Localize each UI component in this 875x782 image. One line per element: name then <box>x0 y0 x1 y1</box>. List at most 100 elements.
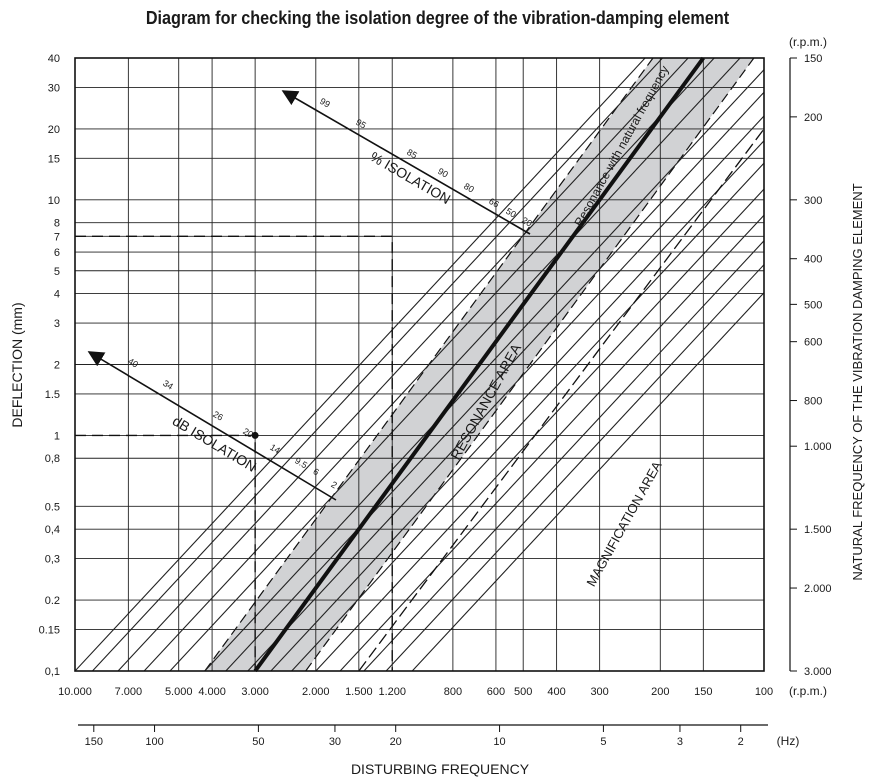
x-axis-label: DISTURBING FREQUENCY <box>351 761 530 777</box>
right-axis-label: NATURAL FREQUENCY OF THE VIBRATION DAMPI… <box>850 183 865 580</box>
isolation-line <box>270 139 764 671</box>
y-tick-label: 4 <box>54 289 60 301</box>
pct-isolation-value: 66 <box>487 196 501 210</box>
right-tick-label: 300 <box>804 195 822 207</box>
y-tick-label: 40 <box>48 53 60 65</box>
hz-tick-label: 3 <box>677 736 683 748</box>
y-tick-label: 20 <box>48 124 60 136</box>
y-tick-label: 8 <box>54 218 60 230</box>
pct-isolation-arrow <box>281 90 531 235</box>
isolation-line <box>92 58 663 671</box>
x-rpm-tick-label: 3.000 <box>241 686 269 698</box>
right-tick-label: 800 <box>804 396 822 408</box>
example-guide-2 <box>75 235 393 671</box>
y-axis-label: DEFLECTION (mm) <box>9 302 25 427</box>
isolation-line <box>75 58 646 671</box>
isolation-line <box>225 91 764 671</box>
x-rpm-tick-label: 500 <box>514 686 532 698</box>
y-tick-label: 0,3 <box>45 554 60 566</box>
x-rpm-tick-label: 10.000 <box>58 686 92 698</box>
right-tick-label: 200 <box>804 112 822 124</box>
isolation-line <box>247 115 764 671</box>
x-rpm-tick-label: 1.200 <box>378 686 406 698</box>
db-isolation-value: 26 <box>211 409 225 423</box>
x-rpm-tick-label: 2.000 <box>302 686 330 698</box>
isolation-line <box>315 188 764 671</box>
y-tick-label: 0,8 <box>45 453 60 465</box>
isolation-line <box>117 58 689 671</box>
magnification-line <box>358 128 765 672</box>
hz-unit: (Hz) <box>777 734 800 748</box>
magnification-area-label: MAGNIFICATION AREA <box>583 458 664 589</box>
y-tick-label: 1 <box>54 430 60 442</box>
x-rpm-tick-label: 5.000 <box>165 686 193 698</box>
hz-tick-label: 150 <box>85 736 103 748</box>
x-rpm-tick-label: 100 <box>755 686 773 698</box>
db-isolation-value: 20 <box>241 426 255 440</box>
hz-tick-label: 30 <box>329 736 341 748</box>
hz-tick-label: 10 <box>493 736 505 748</box>
y-tick-label: 6 <box>54 247 60 259</box>
hz-tick-label: 20 <box>390 736 402 748</box>
pct-isolation-value: 50 <box>504 206 518 220</box>
isolation-line <box>363 239 764 671</box>
isolation-line <box>143 58 715 671</box>
right-tick-label: 1.500 <box>804 524 832 536</box>
chart-title: Diagram for checking the isolation degre… <box>145 8 730 28</box>
x-rpm-tick-label: 1.500 <box>345 686 373 698</box>
y-tick-label: 2 <box>54 360 60 372</box>
plot-frame <box>74 57 765 672</box>
x-rpm-tick-label: 4.000 <box>198 686 226 698</box>
right-tick-label: 400 <box>804 254 822 266</box>
pct-isolation-value: 80 <box>462 181 476 195</box>
isolation-line <box>291 162 764 671</box>
example-point <box>251 431 259 439</box>
y-tick-label: 0.5 <box>45 501 60 513</box>
hz-tick-label: 2 <box>738 736 744 748</box>
pct-isolation-value: 90 <box>436 166 450 180</box>
y-tick-label: 7 <box>54 231 60 243</box>
y-tick-label: 3 <box>54 318 60 330</box>
y-tick-label: 1.5 <box>45 389 60 401</box>
y-tick-label: 30 <box>48 82 60 94</box>
x-rpm-tick-label: 200 <box>651 686 669 698</box>
y-tick-label: 5 <box>54 266 60 278</box>
pct-isolation-value: 85 <box>405 147 419 161</box>
hz-tick-label: 100 <box>145 736 163 748</box>
hz-tick-label: 50 <box>252 736 264 748</box>
x-rpm-tick-label: 7.000 <box>115 686 143 698</box>
isolation-line <box>169 58 741 671</box>
right-tick-label: 2.000 <box>804 583 832 595</box>
pct-isolation-value: 99 <box>318 96 332 110</box>
right-tick-label: 1.000 <box>804 441 832 453</box>
y-tick-label: 0,4 <box>45 524 60 536</box>
db-isolation-value: 34 <box>161 378 175 392</box>
y-tick-label: 10 <box>48 195 60 207</box>
y-tick-label: 0,1 <box>45 666 60 678</box>
x-rpm-tick-label: 800 <box>444 686 462 698</box>
right-rpm-unit: (r.p.m.) <box>789 35 827 49</box>
x-rpm-tick-label: 150 <box>694 686 712 698</box>
right-tick-label: 3.000 <box>804 666 832 678</box>
x-rpm-tick-label: 400 <box>547 686 565 698</box>
y-tick-label: 0.15 <box>39 625 60 637</box>
right-tick-label: 500 <box>804 299 822 311</box>
hz-tick-label: 5 <box>600 736 606 748</box>
db-isolation-value: 14 <box>268 442 282 456</box>
db-isolation-label: dB ISOLATION <box>170 413 259 475</box>
resonance-line <box>253 56 705 673</box>
x-rpm-tick-label: 300 <box>590 686 608 698</box>
isolation-line <box>411 291 764 671</box>
db-isolation-value: 40 <box>126 356 140 370</box>
right-tick-label: 150 <box>804 53 822 65</box>
isolation-line <box>385 263 764 671</box>
db-isolation-value: 6 <box>311 466 320 477</box>
db-isolation-arrow <box>87 351 337 501</box>
x-rpm-tick-label: 600 <box>487 686 505 698</box>
right-tick-label: 600 <box>804 337 822 349</box>
db-isolation-value: 2 <box>329 479 338 490</box>
pct-isolation-value: 20 <box>520 215 534 229</box>
x-rpm-unit: (r.p.m.) <box>789 684 827 698</box>
isolation-line <box>204 68 764 671</box>
